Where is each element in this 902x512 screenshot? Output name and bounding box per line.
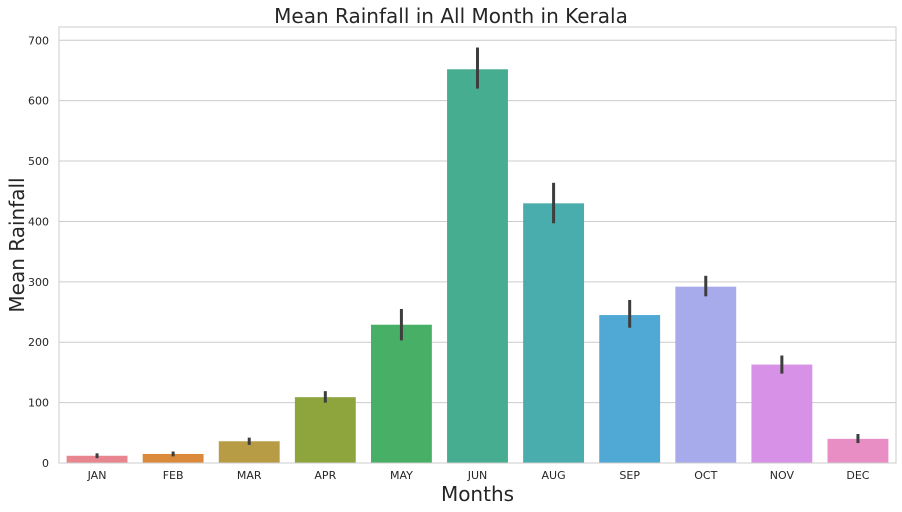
bar-nov: [751, 364, 813, 463]
chart-title: Mean Rainfall in All Month in Kerala: [274, 4, 628, 28]
bar-may: [370, 324, 432, 463]
bar-apr: [294, 397, 356, 463]
bar-feb: [142, 453, 204, 463]
x-tick-label: JAN: [87, 469, 107, 482]
x-tick-labels: JAN FEB MAR APR MAY JUN AUG SEP OCT NOV DEC: [87, 469, 870, 482]
y-tick-label: 0: [42, 457, 49, 470]
x-tick-label: DEC: [846, 469, 869, 482]
x-tick-label: FEB: [163, 469, 184, 482]
y-tick-label: 100: [28, 397, 49, 410]
bar-oct: [675, 286, 737, 463]
bar-sep: [599, 315, 661, 463]
bar-jan: [66, 455, 128, 463]
x-tick-label: NOV: [770, 469, 795, 482]
x-tick-label: OCT: [694, 469, 717, 482]
y-axis-label: Mean Rainfall: [5, 177, 29, 313]
plot-frame: [58, 26, 897, 464]
y-tick-labels: 0 100 200 300 400 500 600 700: [28, 34, 49, 470]
bar-aug: [523, 203, 585, 464]
bars: [66, 69, 889, 464]
y-tick-label: 600: [28, 95, 49, 108]
x-tick-label: APR: [314, 469, 336, 482]
y-tick-label: 500: [28, 155, 49, 168]
bar-jun: [447, 69, 508, 463]
bar-mar: [218, 441, 280, 463]
x-tick-label: MAR: [237, 469, 262, 482]
x-tick-label: SEP: [619, 469, 640, 482]
y-tick-label: 300: [28, 276, 49, 289]
error-bars: [95, 47, 860, 459]
y-tick-label: 200: [28, 336, 49, 349]
x-tick-label: AUG: [542, 469, 566, 482]
y-tick-label: 400: [28, 215, 49, 228]
y-tick-label: 700: [28, 34, 49, 47]
x-tick-label: JUN: [467, 469, 488, 482]
x-tick-label: MAY: [390, 469, 413, 482]
x-axis-label: Months: [440, 482, 515, 506]
